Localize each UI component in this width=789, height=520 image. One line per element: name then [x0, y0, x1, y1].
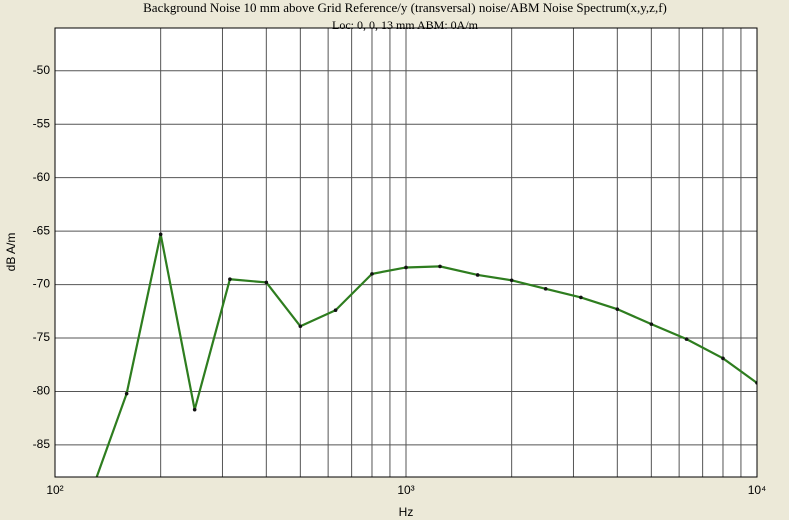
y-tick-label: -60	[33, 170, 51, 184]
data-point	[228, 277, 232, 282]
plot-border	[54, 27, 758, 478]
chart-subtitle: Loc: 0, 0, 13 mm ABM: 0A/m	[332, 18, 479, 32]
data-point	[543, 287, 548, 291]
data-point	[370, 272, 374, 276]
data-point	[615, 307, 620, 311]
x-tick-label: 10³	[397, 483, 414, 497]
data-point	[509, 278, 514, 283]
data-point	[579, 295, 583, 300]
data-point	[404, 265, 408, 270]
data-point	[475, 273, 480, 277]
y-tick-label: -70	[33, 277, 51, 291]
y-tick-label: -85	[33, 437, 51, 451]
chart-title: Background Noise 10 mm above Grid Refere…	[143, 0, 667, 15]
data-point	[333, 308, 338, 313]
y-tick-label: -55	[33, 116, 51, 130]
y-tick-label: -65	[33, 223, 51, 237]
series-line	[95, 234, 757, 477]
y-tick-label: -75	[33, 330, 51, 344]
data-point	[298, 324, 303, 329]
x-tick-label: 10²	[46, 483, 63, 497]
y-tick-label: -80	[33, 384, 51, 398]
data-point	[87, 497, 91, 501]
plot-layer	[87, 232, 757, 501]
y-tick-label: -50	[33, 63, 51, 77]
data-point	[192, 407, 197, 412]
data-point	[438, 264, 442, 269]
data-point	[158, 232, 163, 237]
data-point	[684, 337, 689, 341]
data-point	[721, 356, 725, 361]
x-axis-label: Hz	[399, 505, 414, 519]
y-axis-label: dB A/m	[4, 233, 18, 272]
data-point	[649, 322, 654, 326]
data-point	[124, 391, 129, 396]
x-tick-label: 10⁴	[748, 483, 767, 497]
data-point	[264, 280, 269, 285]
